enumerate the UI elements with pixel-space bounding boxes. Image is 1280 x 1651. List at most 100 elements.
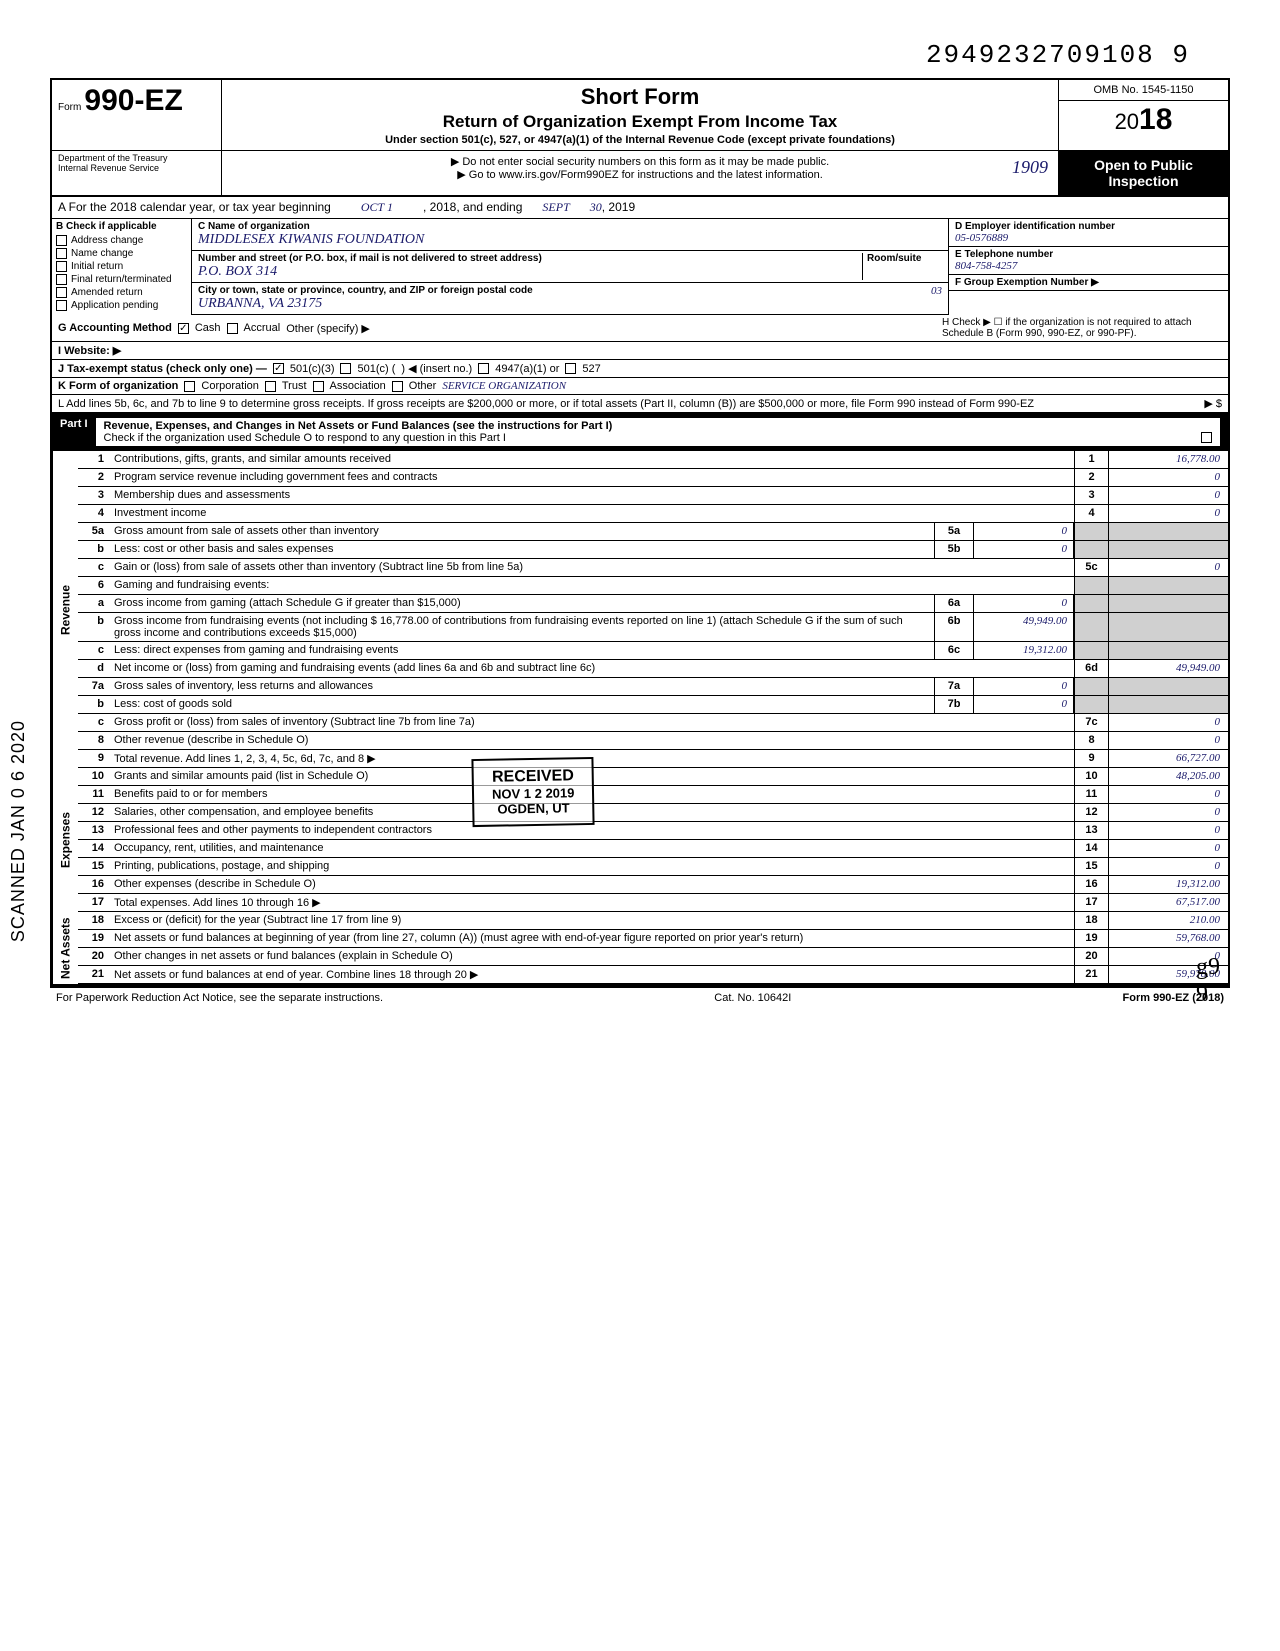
line-num: 4 [78, 505, 110, 522]
line-val[interactable]: 0 [1108, 804, 1228, 821]
line-num: b [78, 696, 110, 713]
line-num: c [78, 642, 110, 659]
chk-final-return[interactable] [56, 274, 67, 285]
line-row-11: 11Benefits paid to or for members110 [78, 786, 1228, 804]
netassets-section: Net Assets 18Excess or (deficit) for the… [50, 912, 1230, 986]
open-inspection: Open to Public Inspection [1058, 151, 1228, 195]
line-num: 6 [78, 577, 110, 594]
line-box: 4 [1074, 505, 1108, 522]
line-a-end-month[interactable]: SEPT [542, 200, 569, 215]
line-val[interactable]: 16,778.00 [1108, 451, 1228, 468]
chk-501c3[interactable] [273, 363, 284, 374]
line-val[interactable]: 66,727.00 [1108, 750, 1228, 767]
line-sub-val[interactable]: 0 [974, 678, 1074, 695]
line-sub-val[interactable]: 0 [974, 595, 1074, 612]
chk-corp[interactable] [184, 381, 195, 392]
line-row-18: 18Excess or (deficit) for the year (Subt… [78, 912, 1228, 930]
lbl-app-pending: Application pending [71, 300, 158, 311]
lbl-corp: Corporation [201, 380, 258, 392]
chk-4947[interactable] [478, 363, 489, 374]
line-sub-val[interactable]: 0 [974, 696, 1074, 713]
line-val-shade [1108, 613, 1228, 641]
line-val[interactable]: 48,205.00 [1108, 768, 1228, 785]
line-sub-val[interactable]: 49,949.00 [974, 613, 1074, 641]
line-val[interactable]: 0 [1108, 714, 1228, 731]
page-marks: g9 9 [1196, 954, 1220, 1008]
part1-check-text: Check if the organization used Schedule … [104, 432, 506, 444]
chk-name-change[interactable] [56, 248, 67, 259]
line-num: 16 [78, 876, 110, 893]
revenue-section: Revenue 1Contributions, gifts, grants, a… [50, 451, 1230, 768]
line-val[interactable]: 49,949.00 [1108, 660, 1228, 677]
line-a-begin[interactable]: OCT 1 [361, 200, 393, 215]
line-val[interactable]: 210.00 [1108, 912, 1228, 929]
e-phone-label: E Telephone number [955, 249, 1222, 260]
line-val[interactable]: 0 [1108, 786, 1228, 803]
line-val-shade [1108, 541, 1228, 558]
line-val[interactable]: 0 [1108, 732, 1228, 749]
document-number: 2949232709108 9 [50, 40, 1230, 70]
line-desc: Gaming and fundraising events: [110, 577, 1074, 594]
line-desc: Other revenue (describe in Schedule O) [110, 732, 1074, 749]
line-sub-box: 7a [934, 678, 974, 695]
ein-value[interactable]: 05-0576889 [955, 232, 1222, 244]
line-row-5a: 5aGross amount from sale of assets other… [78, 523, 1228, 541]
org-name[interactable]: MIDDLESEX KIWANIS FOUNDATION [198, 232, 942, 248]
line-val[interactable]: 0 [1108, 822, 1228, 839]
line-row-b: bGross income from fundraising events (n… [78, 613, 1228, 642]
org-street[interactable]: P.O. BOX 314 [198, 264, 862, 280]
line-num: 13 [78, 822, 110, 839]
phone-value[interactable]: 804-758-4257 [955, 260, 1222, 272]
line-sub-val[interactable]: 19,312.00 [974, 642, 1074, 659]
line-val[interactable]: 0 [1108, 505, 1228, 522]
line-row-19: 19Net assets or fund balances at beginni… [78, 930, 1228, 948]
chk-address-change[interactable] [56, 235, 67, 246]
chk-initial-return[interactable] [56, 261, 67, 272]
line-val[interactable]: 0 [1108, 840, 1228, 857]
chk-trust[interactable] [265, 381, 276, 392]
chk-accrual[interactable] [227, 323, 238, 334]
line-row-4: 4Investment income40 [78, 505, 1228, 523]
line-sub-val[interactable]: 0 [974, 523, 1074, 540]
line-desc: Other changes in net assets or fund bala… [110, 948, 1074, 965]
line-num: 8 [78, 732, 110, 749]
chk-amended[interactable] [56, 287, 67, 298]
line-box: 18 [1074, 912, 1108, 929]
line-a-end-day[interactable]: 30 [590, 200, 602, 215]
chk-527[interactable] [565, 363, 576, 374]
lbl-final-return: Final return/terminated [71, 274, 172, 285]
line-box: 11 [1074, 786, 1108, 803]
line-val[interactable]: 67,517.00 [1108, 894, 1228, 911]
chk-app-pending[interactable] [56, 300, 67, 311]
line-num: 19 [78, 930, 110, 947]
other-org-value[interactable]: SERVICE ORGANIZATION [442, 380, 566, 392]
line-box: 7c [1074, 714, 1108, 731]
lbl-amended: Amended return [71, 287, 143, 298]
line-val[interactable]: 59,768.00 [1108, 930, 1228, 947]
line-num: 9 [78, 750, 110, 767]
line-desc: Gross profit or (loss) from sales of inv… [110, 714, 1074, 731]
org-city[interactable]: URBANNA, VA 23175 [198, 296, 902, 312]
line-val[interactable]: 0 [1108, 858, 1228, 875]
line-row-b: bLess: cost or other basis and sales exp… [78, 541, 1228, 559]
line-box: 3 [1074, 487, 1108, 504]
line-val[interactable]: 19,312.00 [1108, 876, 1228, 893]
chk-assoc[interactable] [313, 381, 324, 392]
line-desc: Gross amount from sale of assets other t… [110, 523, 934, 540]
line-row-12: 12Salaries, other compensation, and empl… [78, 804, 1228, 822]
line-num: 7a [78, 678, 110, 695]
page-mark-1: g9 [1196, 954, 1220, 981]
lbl-assoc: Association [330, 380, 386, 392]
line-sub-val[interactable]: 0 [974, 541, 1074, 558]
line-num: 11 [78, 786, 110, 803]
line-val[interactable]: 0 [1108, 559, 1228, 576]
line-val[interactable]: 0 [1108, 487, 1228, 504]
line-val[interactable]: 0 [1108, 469, 1228, 486]
line-row-17: 17Total expenses. Add lines 10 through 1… [78, 894, 1228, 912]
chk-501c[interactable] [340, 363, 351, 374]
chk-schedule-o[interactable] [1201, 432, 1212, 443]
line-sub-box: 5b [934, 541, 974, 558]
line-val-shade [1108, 678, 1228, 695]
chk-cash[interactable] [178, 323, 189, 334]
chk-other-org[interactable] [392, 381, 403, 392]
